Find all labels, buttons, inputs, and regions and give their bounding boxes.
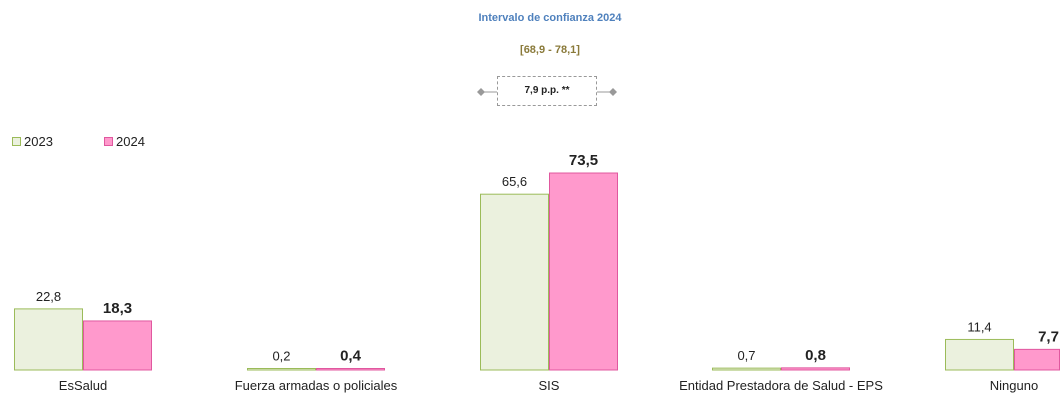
category-label-2: SIS xyxy=(539,378,560,393)
legend-swatch-2023 xyxy=(12,137,21,146)
bar-2024-3 xyxy=(781,367,850,371)
difference-box: 7,9 p.p. ** xyxy=(497,76,597,106)
diamond-marker-right xyxy=(609,88,617,96)
bar-2023-1 xyxy=(247,368,316,371)
legend-item-2024: 2024 xyxy=(104,134,145,149)
data-label-2023-0: 22,8 xyxy=(36,289,61,304)
category-label-0: EsSalud xyxy=(59,378,107,393)
category-label-4: Ninguno xyxy=(990,378,1038,393)
data-label-2023-3: 0,7 xyxy=(737,348,755,363)
bar-2024-0 xyxy=(83,320,152,371)
legend-item-2023: 2023 xyxy=(12,134,53,149)
category-label-3: Entidad Prestadora de Salud - EPS xyxy=(679,378,883,393)
legend-label-2023: 2023 xyxy=(24,134,53,149)
data-label-2023-1: 0,2 xyxy=(272,349,290,364)
bar-2024-2 xyxy=(549,172,618,371)
data-label-2024-0: 18,3 xyxy=(103,300,132,317)
bar-2023-2 xyxy=(480,193,549,371)
bar-2024-4 xyxy=(1014,348,1060,371)
data-label-2024-2: 73,5 xyxy=(569,152,598,169)
diamond-marker-left xyxy=(477,88,485,96)
legend-label-2024: 2024 xyxy=(116,134,145,149)
confidence-interval-range: [68,9 - 78,1] xyxy=(520,44,580,56)
data-label-2023-4: 11,4 xyxy=(967,319,991,334)
bar-2023-0 xyxy=(14,308,83,371)
bar-2023-3 xyxy=(712,367,781,371)
bar-2024-1 xyxy=(316,368,385,371)
bar-2023-4 xyxy=(945,338,1014,371)
data-label-2024-1: 0,4 xyxy=(340,348,362,365)
category-label-1: Fuerza armadas o policiales xyxy=(235,378,398,393)
data-label-2023-2: 65,6 xyxy=(502,174,527,189)
data-label-2024-3: 0,8 xyxy=(805,347,826,364)
data-label-2024-4: 7,7 xyxy=(1038,328,1059,345)
confidence-interval-title: Intervalo de confianza 2024 xyxy=(478,12,622,24)
legend-swatch-2024 xyxy=(104,137,113,146)
